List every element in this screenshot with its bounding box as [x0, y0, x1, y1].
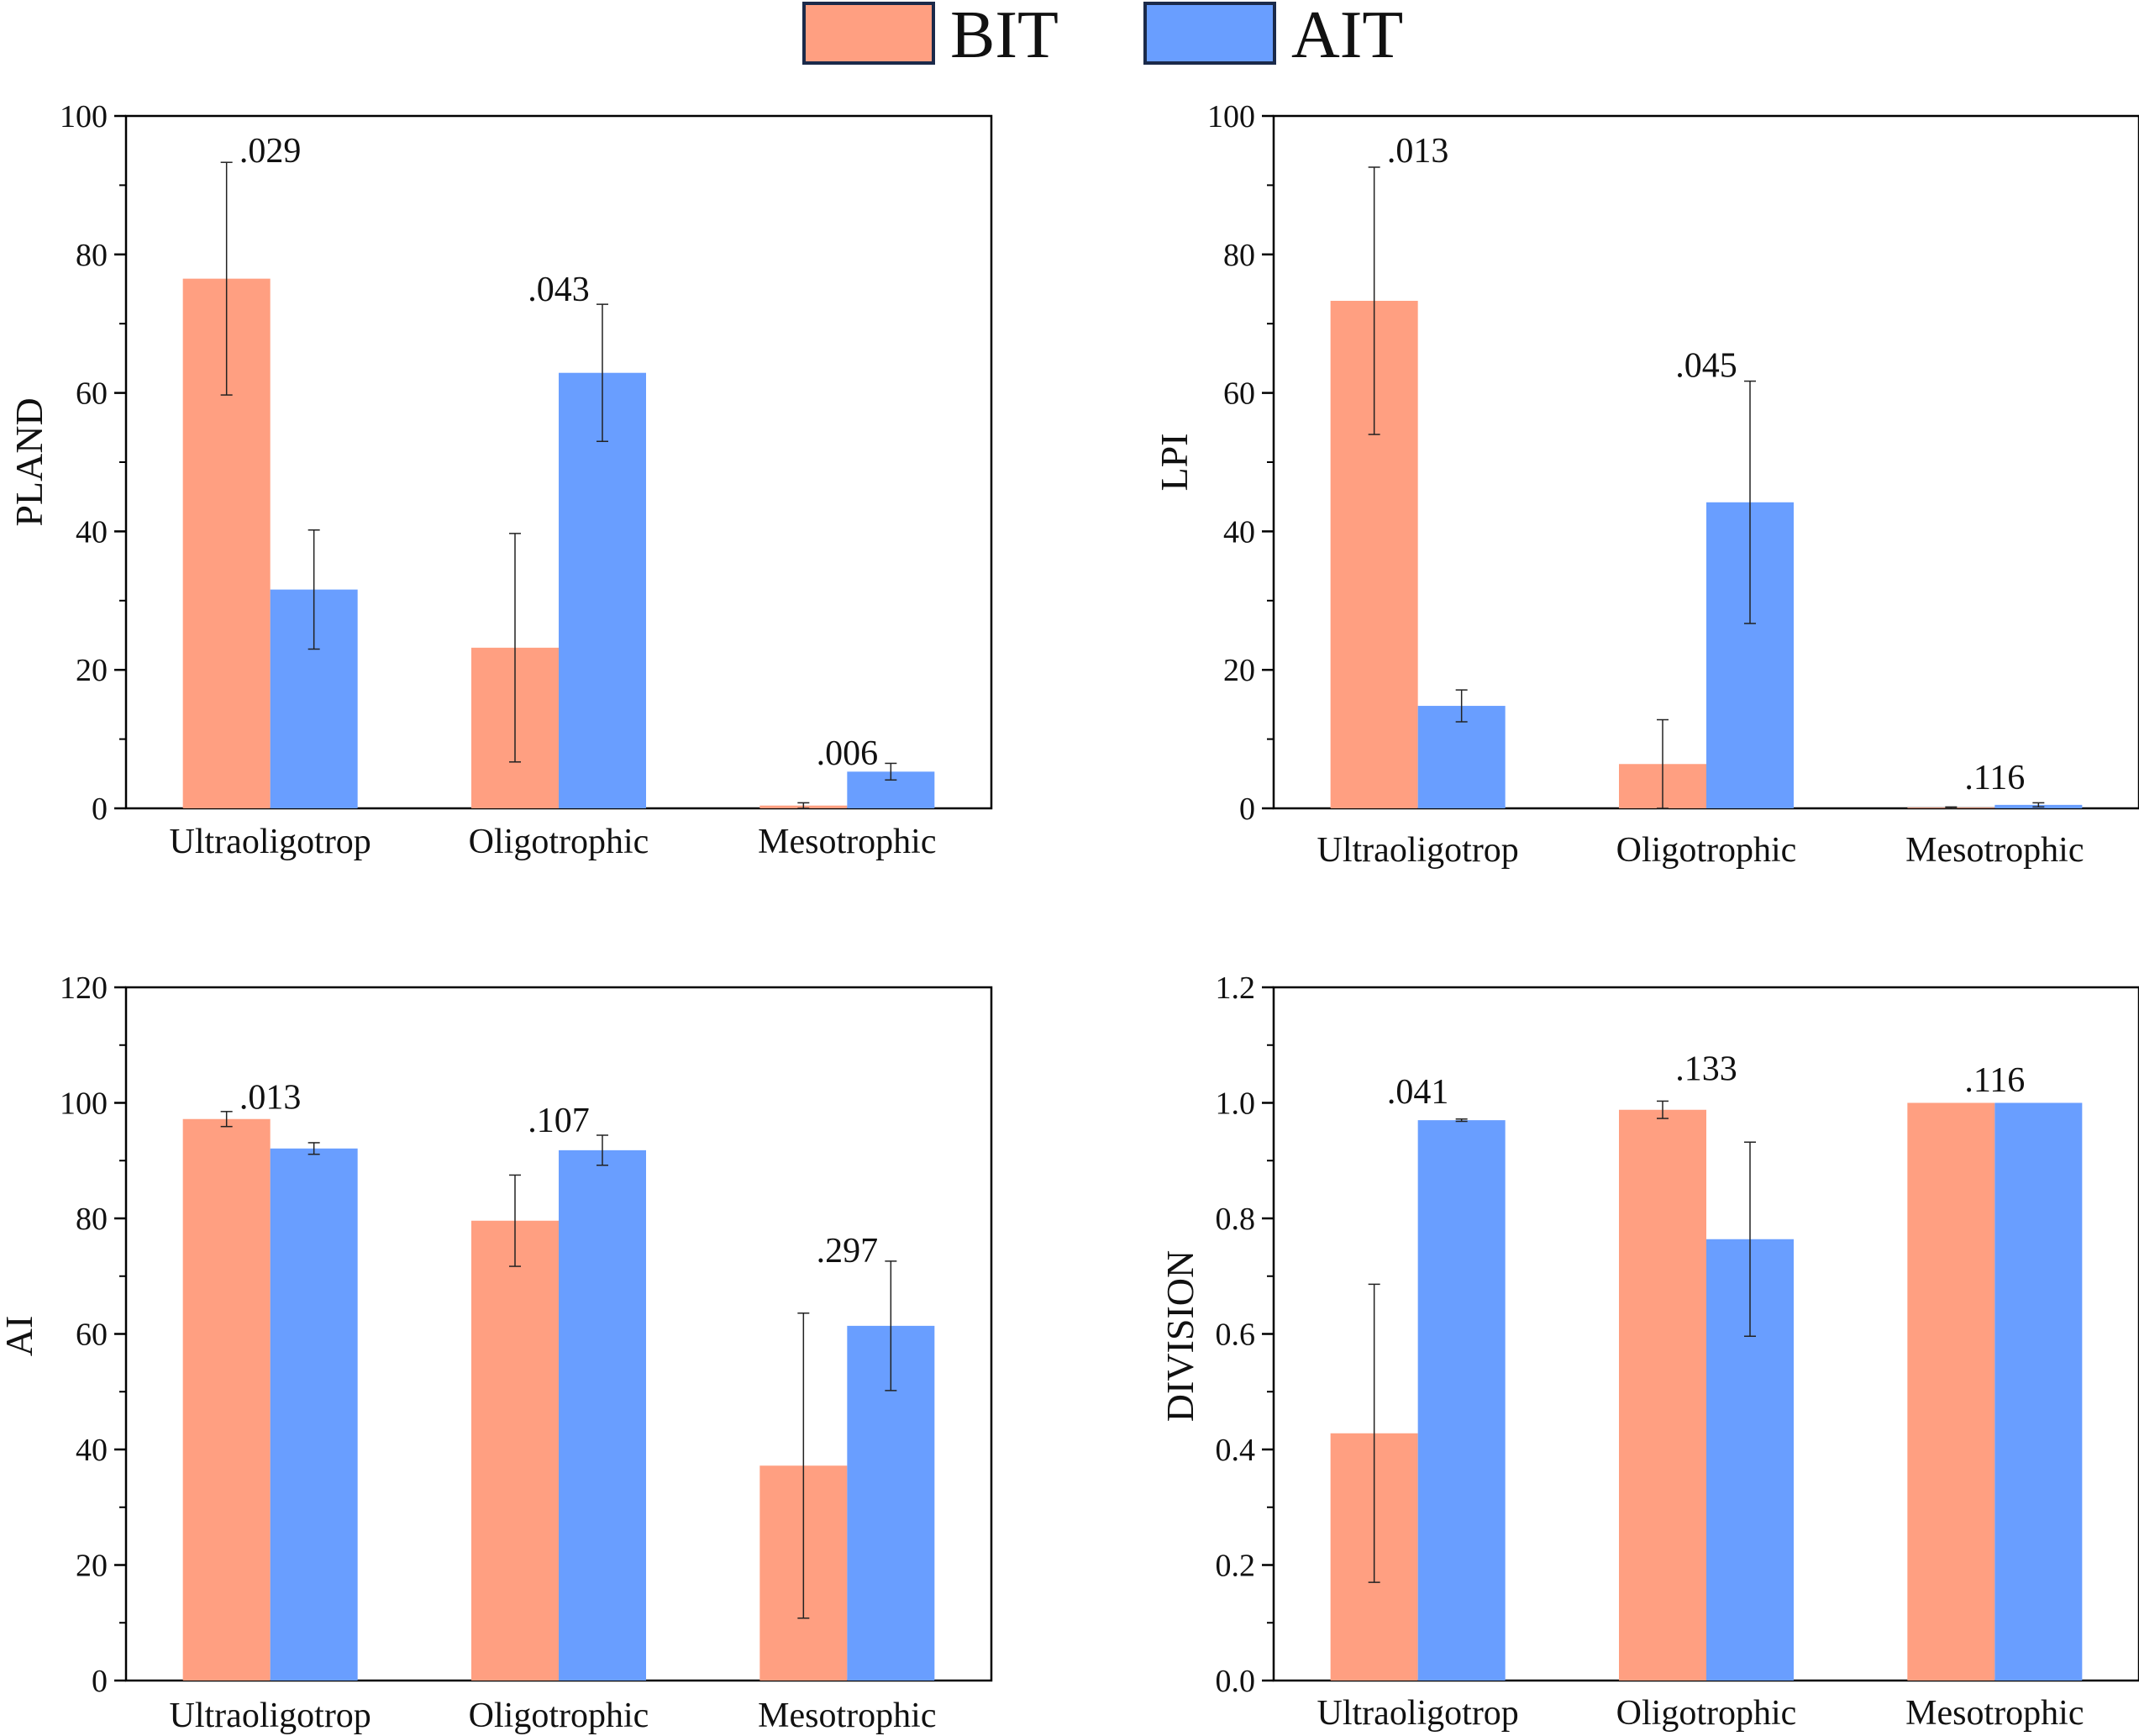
- category-label: Oligotrophic: [1616, 1694, 1797, 1733]
- bar-ait-ultraoligotrop: [1417, 1120, 1506, 1681]
- y-tick-label: 20: [76, 1549, 108, 1584]
- category-label: Mesotrophic: [758, 1697, 936, 1735]
- bar-ait-oligotrophic: [559, 372, 646, 809]
- y-axis-label: DIVISION: [1159, 1250, 1201, 1422]
- error-bar-bit-ultraoligotrop: [220, 1111, 233, 1128]
- bar-ait-ultraoligotrop: [1417, 706, 1506, 808]
- category-label: Ultraoligotrop: [170, 823, 371, 861]
- y-tick-label: 100: [1207, 99, 1255, 134]
- error-bar-bit-oligotrophic: [1657, 1100, 1669, 1119]
- y-tick-label: 100: [60, 1086, 108, 1122]
- y-tick-label: 80: [1223, 238, 1255, 273]
- y-tick-label: 0.8: [1216, 1202, 1256, 1237]
- y-tick-label: 20: [1223, 653, 1255, 688]
- y-tick-label: 1.0: [1216, 1086, 1256, 1122]
- category-label: Ultraoligotrop: [1317, 831, 1519, 870]
- p-value-label: .045: [1675, 347, 1737, 386]
- error-bar-bit-oligotrophic: [509, 1174, 521, 1267]
- chart-lpi: 0 20 40 60 80 100 LPI Ultraoligotrop .013 Oligotr…: [1153, 99, 2139, 870]
- bar-ait-ultraoligotrop: [270, 1148, 358, 1681]
- error-bar-ait-mesotrophic: [885, 1260, 897, 1391]
- p-value-label: .297: [817, 1232, 879, 1270]
- y-axis-label: PLAND: [8, 397, 50, 526]
- legend-swatch-ait: [1143, 2, 1276, 65]
- p-value-label: .013: [239, 1079, 302, 1118]
- p-value-label: .013: [1387, 132, 1449, 171]
- chart-division: 0.0 0.2 0.4 0.6 0.8 1.0 1.2 DIVISION Ultraoligot…: [1159, 971, 2139, 1733]
- y-tick-label: 0: [92, 1664, 108, 1699]
- category-label: Mesotrophic: [1905, 1694, 2084, 1733]
- error-bar-bit-ultraoligotrop: [1368, 1283, 1380, 1583]
- category-label: Mesotrophic: [1905, 831, 2084, 870]
- p-value-label: .006: [817, 734, 879, 773]
- error-bar-ait-ultraoligotrop: [1455, 689, 1468, 723]
- error-bar-bit-ultraoligotrop: [1368, 166, 1380, 435]
- category-label: Ultraoligotrop: [170, 1697, 371, 1735]
- error-bar-bit-mesotrophic: [797, 1313, 810, 1619]
- error-bar-bit-oligotrophic: [1657, 718, 1669, 809]
- y-tick-label: 0.6: [1216, 1318, 1256, 1353]
- legend-label-ait: AIT: [1291, 0, 1403, 72]
- error-bar-bit-oligotrophic: [509, 533, 521, 763]
- bar-bit-oligotrophic: [471, 1220, 559, 1681]
- y-tick-label: 60: [76, 1318, 108, 1353]
- p-value-label: .041: [1387, 1073, 1449, 1112]
- y-tick-label: 60: [76, 376, 108, 412]
- y-tick-label: 100: [60, 99, 108, 134]
- category-label: Ultraoligotrop: [1317, 1694, 1519, 1733]
- bar-ait-oligotrophic: [559, 1149, 646, 1681]
- p-value-label: .043: [528, 271, 590, 309]
- bar-bit-ultraoligotrop: [182, 1118, 271, 1681]
- y-tick-label: 80: [76, 1202, 108, 1237]
- error-bar-ait-mesotrophic: [885, 762, 897, 781]
- y-tick-label: 40: [76, 1433, 108, 1468]
- legend-label-bit: BIT: [950, 0, 1059, 72]
- y-tick-label: 80: [76, 238, 108, 273]
- error-bar-ait-mesotrophic: [2032, 802, 2045, 808]
- y-tick-label: 1.2: [1216, 971, 1256, 1006]
- error-bar-bit-ultraoligotrop: [220, 161, 233, 396]
- y-tick-label: 0: [92, 792, 108, 827]
- category-label: Oligotrophic: [469, 823, 649, 861]
- chart-ai: 0 20 40 60 80 100 120 AI Ultraoligotrop .013 Oligo…: [0, 971, 993, 1735]
- y-tick-label: 120: [60, 971, 108, 1006]
- error-bar-bit-mesotrophic: [797, 802, 810, 809]
- p-value-label: .116: [1964, 1061, 2025, 1100]
- error-bar-ait-ultraoligotrop: [1455, 1118, 1468, 1123]
- y-tick-label: 40: [1223, 514, 1255, 550]
- legend: BIT AIT: [802, 0, 1403, 72]
- category-label: Oligotrophic: [469, 1697, 649, 1735]
- chart-pland: 0 20 40 60 80 100 PLAND Ultraoligotrop .029 Oligo…: [8, 99, 993, 861]
- y-tick-label: 0: [1239, 792, 1255, 827]
- error-bar-ait-ultraoligotrop: [307, 1142, 320, 1155]
- error-bar-bit-mesotrophic: [1945, 806, 1958, 809]
- y-tick-label: 0.2: [1216, 1549, 1256, 1584]
- y-tick-label: 40: [76, 514, 108, 550]
- y-tick-label: 20: [76, 653, 108, 688]
- y-axis-label: AI: [0, 1316, 40, 1357]
- error-bar-ait-ultraoligotrop: [307, 529, 320, 650]
- p-value-label: .116: [1964, 759, 2025, 797]
- bar-bit-oligotrophic: [1619, 1109, 1706, 1681]
- p-value-label: .133: [1675, 1049, 1737, 1088]
- category-label: Oligotrophic: [1616, 831, 1797, 870]
- y-axis-label: LPI: [1153, 434, 1196, 492]
- category-label: Mesotrophic: [758, 823, 936, 861]
- y-tick-label: 0.0: [1216, 1664, 1256, 1699]
- bar-bit-mesotrophic: [1907, 1102, 1995, 1681]
- error-bar-ait-oligotrophic: [1744, 1141, 1756, 1337]
- bar-ait-mesotrophic: [1994, 1102, 2083, 1681]
- p-value-label: .029: [239, 132, 302, 171]
- p-value-label: .107: [528, 1102, 590, 1140]
- y-tick-label: 0.4: [1216, 1433, 1256, 1468]
- legend-swatch-bit: [802, 2, 935, 65]
- error-bar-ait-oligotrophic: [1744, 380, 1756, 624]
- y-tick-label: 60: [1223, 376, 1255, 412]
- error-bar-ait-oligotrophic: [597, 303, 608, 443]
- error-bar-ait-oligotrophic: [597, 1134, 608, 1166]
